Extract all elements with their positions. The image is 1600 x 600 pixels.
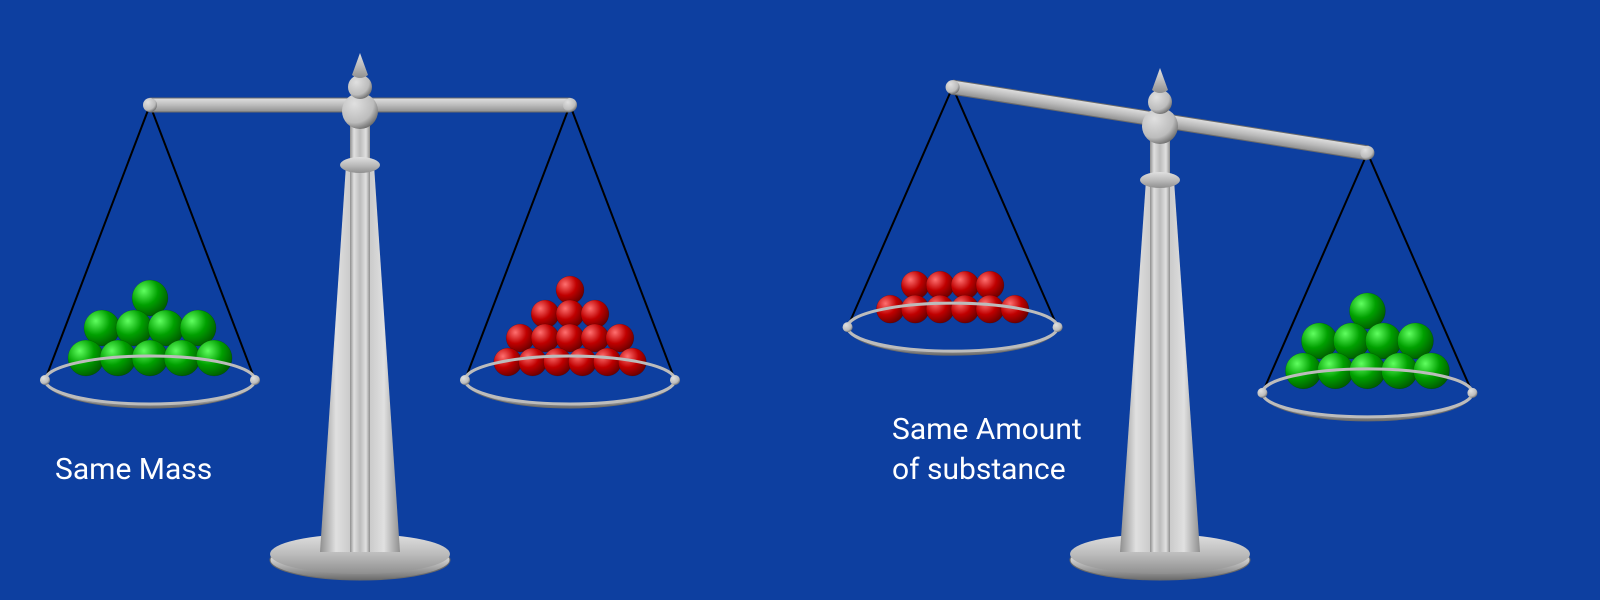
pan-hook bbox=[1053, 322, 1063, 332]
red-ball bbox=[519, 348, 547, 376]
beam-end bbox=[1360, 146, 1374, 160]
finial-tip bbox=[352, 53, 368, 78]
beam-end bbox=[946, 80, 960, 94]
red-ball bbox=[544, 348, 572, 376]
red-ball bbox=[531, 324, 559, 352]
collar bbox=[340, 157, 380, 173]
pan-hook bbox=[1467, 388, 1477, 398]
red-ball bbox=[926, 295, 954, 323]
finial-tip bbox=[1152, 68, 1168, 93]
pan-hook bbox=[670, 375, 680, 385]
beam-end bbox=[143, 98, 157, 112]
pan-hook bbox=[40, 375, 50, 385]
red-ball bbox=[593, 348, 621, 376]
label-same-amount-substance: Same Amount of substance bbox=[892, 410, 1082, 490]
pan-hook bbox=[843, 322, 853, 332]
red-ball bbox=[556, 324, 584, 352]
collar bbox=[1140, 172, 1180, 188]
red-ball bbox=[568, 348, 596, 376]
red-ball bbox=[951, 295, 979, 323]
green-ball bbox=[1349, 353, 1385, 389]
red-ball bbox=[976, 295, 1004, 323]
beam-end bbox=[563, 98, 577, 112]
pan-hook bbox=[1257, 388, 1267, 398]
red-ball bbox=[606, 324, 634, 352]
pan-hook bbox=[250, 375, 260, 385]
red-ball bbox=[901, 295, 929, 323]
label-same-mass: Same Mass bbox=[55, 452, 212, 487]
column bbox=[350, 123, 370, 552]
balance-scale-left bbox=[40, 53, 680, 580]
finial-ball bbox=[1148, 90, 1172, 114]
green-ball bbox=[132, 340, 168, 376]
red-ball bbox=[581, 324, 609, 352]
red-ball bbox=[506, 324, 534, 352]
column bbox=[1150, 138, 1170, 552]
pan-hook bbox=[460, 375, 470, 385]
balance-scale-right bbox=[843, 68, 1478, 580]
finial-ball bbox=[348, 75, 372, 99]
